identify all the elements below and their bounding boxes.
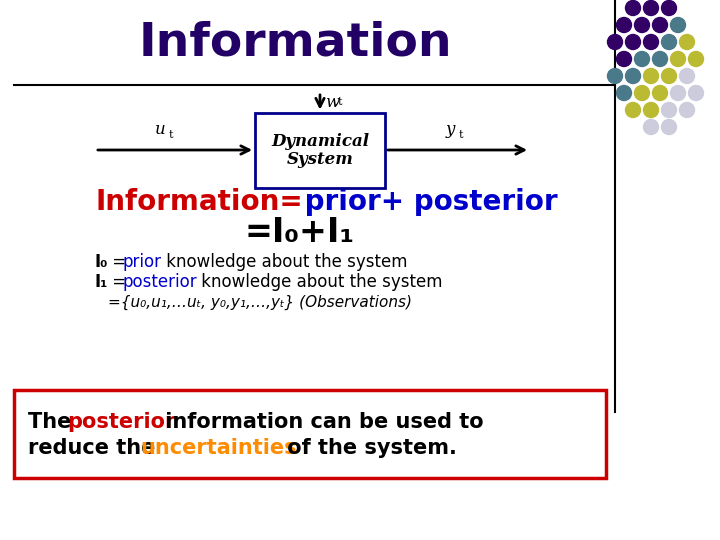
Text: Dynamical: Dynamical [271, 133, 369, 151]
Circle shape [688, 85, 703, 100]
Circle shape [644, 69, 659, 84]
Circle shape [662, 119, 677, 134]
Circle shape [680, 35, 695, 50]
Text: uncertainties: uncertainties [140, 438, 297, 458]
Text: I₁: I₁ [95, 273, 109, 291]
Text: posterior: posterior [122, 273, 197, 291]
Circle shape [634, 85, 649, 100]
Circle shape [608, 35, 623, 50]
Text: Information=: Information= [95, 188, 302, 216]
Text: prior+ posterior: prior+ posterior [295, 188, 557, 216]
Text: =I₀+I₁: =I₀+I₁ [245, 215, 355, 248]
Circle shape [688, 51, 703, 66]
Text: reduce the: reduce the [28, 438, 163, 458]
Text: =: = [107, 253, 131, 271]
Circle shape [652, 17, 667, 32]
Text: w: w [325, 94, 339, 111]
Text: t: t [338, 97, 343, 107]
Circle shape [662, 69, 677, 84]
Circle shape [616, 51, 631, 66]
Text: =: = [107, 273, 131, 291]
Circle shape [644, 119, 659, 134]
Circle shape [662, 35, 677, 50]
Circle shape [626, 35, 641, 50]
Circle shape [652, 51, 667, 66]
Text: u: u [155, 121, 166, 138]
Text: t: t [459, 130, 464, 140]
Text: System: System [287, 152, 354, 168]
Circle shape [644, 1, 659, 16]
Circle shape [634, 51, 649, 66]
Circle shape [626, 69, 641, 84]
FancyBboxPatch shape [255, 112, 385, 187]
Text: posterior: posterior [67, 412, 176, 432]
Text: y: y [445, 121, 455, 138]
Text: knowledge about the system: knowledge about the system [161, 253, 408, 271]
Circle shape [670, 51, 685, 66]
Circle shape [634, 17, 649, 32]
Text: ={u₀,u₁,…uₜ, y₀,y₁,…,yₜ} (Observations): ={u₀,u₁,…uₜ, y₀,y₁,…,yₜ} (Observations) [108, 294, 412, 309]
Circle shape [662, 1, 677, 16]
Circle shape [616, 85, 631, 100]
Circle shape [652, 85, 667, 100]
FancyBboxPatch shape [14, 390, 606, 478]
Circle shape [680, 69, 695, 84]
Circle shape [644, 35, 659, 50]
Text: information can be used to: information can be used to [158, 412, 484, 432]
Circle shape [662, 103, 677, 118]
Circle shape [626, 103, 641, 118]
Circle shape [616, 17, 631, 32]
Text: I₀: I₀ [95, 253, 109, 271]
Text: Information: Information [138, 21, 452, 65]
Text: knowledge about the system: knowledge about the system [196, 273, 443, 291]
Text: prior: prior [122, 253, 161, 271]
Circle shape [644, 103, 659, 118]
Circle shape [670, 85, 685, 100]
Text: of the system.: of the system. [280, 438, 457, 458]
Circle shape [608, 69, 623, 84]
Circle shape [626, 1, 641, 16]
Circle shape [680, 103, 695, 118]
Text: The: The [28, 412, 78, 432]
Text: t: t [169, 130, 174, 140]
Circle shape [670, 17, 685, 32]
